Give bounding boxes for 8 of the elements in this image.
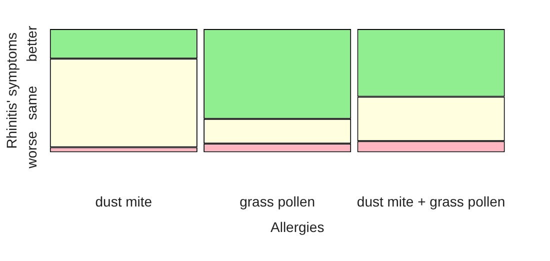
text: same: [24, 86, 40, 120]
x-axis-title: Allergies: [270, 218, 324, 235]
x-tick-label: grass pollen: [240, 193, 316, 210]
x-tick-label: dust mite + grass pollen: [356, 193, 506, 210]
text: better: [24, 26, 40, 62]
y-axis-title: Rhinitis' symptoms: [3, 32, 20, 149]
x-tick-label: dust mite: [95, 193, 152, 210]
text: worse: [24, 130, 40, 170]
